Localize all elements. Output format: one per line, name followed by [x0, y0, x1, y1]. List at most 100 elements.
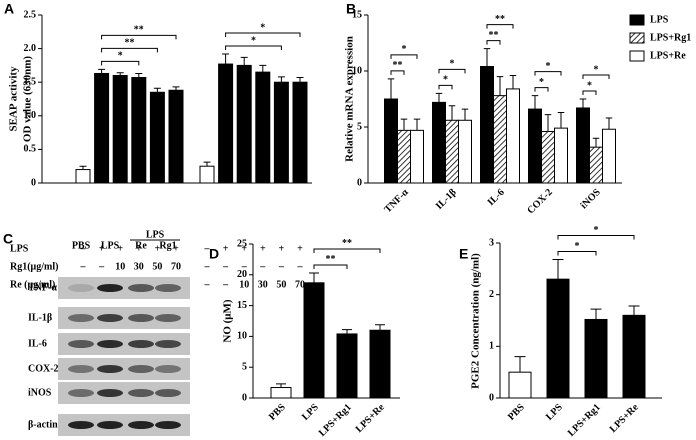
- table-cell: 70: [171, 261, 181, 272]
- legend-label: LPS+Rg1: [650, 32, 691, 43]
- bar: [480, 66, 494, 184]
- table-row-label: LPS: [10, 243, 29, 254]
- blot-band: [97, 284, 123, 292]
- significance-label: **: [326, 254, 336, 265]
- table-cell: 70: [295, 279, 305, 290]
- significance-bracket: [486, 40, 501, 45]
- error-bar: [496, 76, 504, 96]
- bar: [493, 95, 507, 184]
- table-cell: –: [98, 261, 105, 272]
- y-axis-label: OD value (630nm): [22, 56, 34, 143]
- error-bar: [579, 98, 587, 108]
- table-cell: +: [117, 243, 123, 254]
- table-cell: 10: [115, 261, 125, 272]
- table-cell: –: [80, 243, 87, 254]
- bar: [508, 371, 532, 399]
- blot-strip: [58, 358, 190, 380]
- error-bar: [276, 383, 286, 388]
- error-bar: [277, 76, 285, 83]
- bar: [410, 129, 424, 184]
- y-axis-label: SEAP activity: [8, 66, 20, 132]
- bar: [75, 169, 91, 184]
- significance-label: **: [125, 38, 135, 49]
- table-cell: 50: [152, 261, 162, 272]
- significance-label: *: [587, 80, 592, 91]
- significance-bracket: [225, 45, 282, 50]
- significance-bracket: [486, 24, 514, 29]
- table-cell: 30: [134, 261, 144, 272]
- x-tick-label: LPS+Rg1: [566, 402, 603, 439]
- blot-band: [68, 365, 94, 373]
- error-bar: [628, 305, 640, 316]
- error-bar: [592, 137, 600, 148]
- bar: [112, 74, 128, 184]
- lane-group-label: LPS: [146, 229, 165, 240]
- x-tick-label: iNOS: [578, 187, 603, 212]
- y-axis-label: Relative mRNA expression: [344, 36, 356, 162]
- blot-strip: [58, 277, 190, 299]
- bar: [199, 165, 215, 184]
- bar: [336, 333, 358, 399]
- y-tick-label: 1: [489, 341, 494, 352]
- blot-band: [68, 314, 94, 322]
- blot-band: [128, 340, 154, 348]
- table-cell: +: [297, 243, 303, 254]
- significance-bracket: [101, 47, 158, 53]
- error-bar: [296, 76, 304, 83]
- significance-bracket: [313, 248, 381, 253]
- table-cell: –: [241, 261, 248, 272]
- error-bar: [387, 78, 395, 99]
- blot-band: [68, 340, 94, 348]
- blot-band: [155, 389, 181, 397]
- blot-band: [97, 340, 123, 348]
- error-bar: [79, 165, 87, 170]
- error-bar: [514, 356, 526, 373]
- bar: [554, 127, 568, 184]
- table-cell: +: [136, 243, 142, 254]
- blot-strip: [58, 307, 190, 329]
- bar: [432, 101, 446, 184]
- significance-bracket: [534, 87, 549, 92]
- table-cell: +: [155, 243, 161, 254]
- table-cell: –: [259, 261, 266, 272]
- y-tick-label: 10: [352, 65, 362, 76]
- significance-label: *: [251, 35, 256, 46]
- blot-band: [155, 421, 181, 429]
- significance-bracket: [390, 54, 418, 59]
- significance-label: *: [594, 225, 599, 236]
- row-label: β-actin: [28, 419, 58, 430]
- y-axis-label: PGE2 Concentration (ng/ml): [470, 253, 482, 389]
- significance-label: *: [539, 77, 544, 88]
- bar: [273, 81, 289, 184]
- bar: [584, 318, 608, 399]
- error-bar: [98, 68, 106, 74]
- blot-band: [68, 284, 94, 292]
- significance-bracket: [313, 264, 348, 269]
- blot-band: [128, 284, 154, 292]
- y-tick-label: 0: [242, 392, 247, 403]
- legend-swatch: [629, 50, 645, 62]
- panel-letter: B: [346, 1, 356, 17]
- table-row-label: Re (μg/ml): [10, 279, 55, 290]
- significance-label: **: [134, 25, 144, 36]
- error-bar: [509, 74, 517, 89]
- significance-bracket: [101, 34, 177, 40]
- error-bar: [203, 161, 211, 167]
- row-label: TNF-α: [28, 282, 57, 293]
- bar: [303, 282, 325, 399]
- bar: [506, 88, 520, 184]
- significance-label: **: [393, 60, 403, 71]
- significance-bracket: [390, 70, 405, 75]
- y-axis-label: NO (μM): [222, 299, 234, 343]
- significance-bracket: [582, 74, 610, 79]
- table-cell: 50: [276, 279, 286, 290]
- error-bar: [461, 108, 469, 121]
- error-bar: [435, 92, 443, 103]
- error-bar: [342, 329, 352, 334]
- y-tick-label: 15: [237, 300, 247, 311]
- significance-bracket: [101, 60, 140, 66]
- error-bar: [590, 308, 602, 320]
- significance-label: *: [402, 44, 407, 55]
- table-cell: –: [204, 261, 211, 272]
